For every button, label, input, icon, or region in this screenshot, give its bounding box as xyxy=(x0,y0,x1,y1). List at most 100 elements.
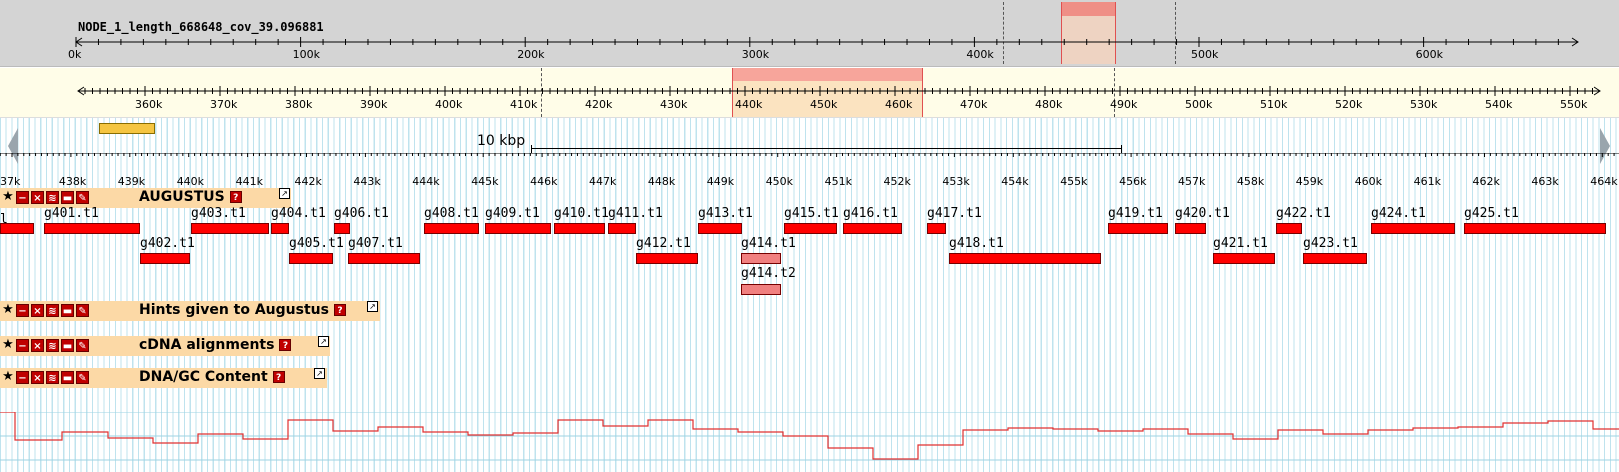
gene-label: g408.t1 xyxy=(424,206,479,221)
gene-feature[interactable] xyxy=(271,223,289,234)
overview-tick-label: 300k xyxy=(741,48,770,61)
save-icon[interactable]: ▬ xyxy=(61,339,74,352)
favorite-icon[interactable]: ★ xyxy=(2,189,14,204)
gene-feature[interactable] xyxy=(485,223,551,234)
help-icon[interactable]: ? xyxy=(333,304,346,316)
gene-feature[interactable] xyxy=(1464,223,1606,234)
overview-tick-label: 0k xyxy=(68,48,82,61)
detail-tick-label: 455k xyxy=(1060,175,1088,188)
overview-panel[interactable]: NODE_1_length_668648_cov_39.096881 0k 100… xyxy=(0,0,1619,67)
close-icon[interactable]: × xyxy=(31,191,44,204)
region-axis xyxy=(77,86,1601,96)
favorite-icon[interactable]: ★ xyxy=(2,337,14,352)
gene-label-partial: l xyxy=(0,212,8,227)
favorite-icon[interactable]: ★ xyxy=(2,302,14,317)
edit-icon[interactable]: ✎ xyxy=(76,339,89,352)
save-icon[interactable]: ▬ xyxy=(61,191,74,204)
gene-feature[interactable] xyxy=(1213,253,1275,264)
region-tick-label: 440k xyxy=(735,98,763,111)
region-tick-label: 480k xyxy=(1035,98,1063,111)
overview-tick-label: 100k xyxy=(292,48,320,61)
collapse-icon[interactable]: − xyxy=(16,371,29,384)
popout-icon[interactable]: ↗ xyxy=(279,188,290,199)
track-header-augustus[interactable]: ★ − × ≋ ▬ ✎ AUGUSTUS? ↗ xyxy=(0,188,291,208)
collapse-icon[interactable]: − xyxy=(16,191,29,204)
detail-tick-label: 444k xyxy=(412,175,440,188)
gene-feature[interactable] xyxy=(554,223,605,234)
popout-icon[interactable]: ↗ xyxy=(367,301,378,312)
edit-icon[interactable]: ✎ xyxy=(76,191,89,204)
gene-feature[interactable] xyxy=(741,253,781,264)
region-tick-label: 500k xyxy=(1185,98,1213,111)
region-view-right-marker xyxy=(1114,68,1115,117)
rss-icon[interactable]: ≋ xyxy=(46,339,59,352)
detail-tick-label: 458k xyxy=(1236,175,1265,188)
save-icon[interactable]: ▬ xyxy=(61,304,74,317)
gene-feature[interactable] xyxy=(698,223,742,234)
gene-feature[interactable] xyxy=(1276,223,1302,234)
region-panel[interactable]: 360k 370k 380k 390k 400k 410k 420k 430k 440k 450k… xyxy=(0,68,1619,118)
edit-icon[interactable]: ✎ xyxy=(76,371,89,384)
gene-label: g406.t1 xyxy=(334,206,389,221)
track-buttons: ★ − × ≋ ▬ ✎ xyxy=(2,302,89,317)
track-header-gc-content[interactable]: ★ − × ≋ ▬ ✎ DNA/GC Content? ↗ xyxy=(0,368,327,388)
detail-tick-label: 456k xyxy=(1119,175,1147,188)
edit-icon[interactable]: ✎ xyxy=(76,304,89,317)
region-tick-label: 360k xyxy=(135,98,163,111)
gene-feature[interactable] xyxy=(348,253,420,264)
region-tick-label: 530k xyxy=(1410,98,1438,111)
help-icon[interactable]: ? xyxy=(272,371,285,383)
scale-bar xyxy=(531,145,1122,153)
gene-feature[interactable] xyxy=(784,223,837,234)
favorite-icon[interactable]: ★ xyxy=(2,369,14,384)
gene-feature[interactable] xyxy=(1371,223,1455,234)
gene-feature[interactable] xyxy=(289,253,333,264)
detail-tick-label: 447k xyxy=(589,175,617,188)
gene-label: g417.t1 xyxy=(927,206,982,221)
save-icon[interactable]: ▬ xyxy=(61,371,74,384)
gene-feature[interactable] xyxy=(1108,223,1168,234)
help-icon[interactable]: ? xyxy=(229,191,242,203)
region-tick-label: 450k xyxy=(810,98,838,111)
rss-icon[interactable]: ≋ xyxy=(46,304,59,317)
scroll-right-arrow[interactable] xyxy=(1600,128,1610,164)
gene-label: g414.t1 xyxy=(741,236,796,251)
collapse-icon[interactable]: − xyxy=(16,304,29,317)
scroll-left-arrow[interactable] xyxy=(8,128,18,164)
overview-tick-label: 200k xyxy=(517,48,545,61)
gene-feature[interactable] xyxy=(1303,253,1367,264)
popout-icon[interactable]: ↗ xyxy=(318,336,329,347)
gene-feature[interactable] xyxy=(949,253,1101,264)
close-icon[interactable]: × xyxy=(31,371,44,384)
gene-label: g410.t1 xyxy=(554,206,609,221)
gene-feature[interactable] xyxy=(843,223,902,234)
rss-icon[interactable]: ≋ xyxy=(46,191,59,204)
track-name: Hints given to Augustus xyxy=(139,302,329,318)
gene-feature[interactable] xyxy=(741,284,781,295)
gene-feature[interactable] xyxy=(424,223,479,234)
help-icon[interactable]: ? xyxy=(279,339,292,351)
gene-feature[interactable] xyxy=(927,223,946,234)
gene-feature[interactable] xyxy=(191,223,269,234)
gene-feature[interactable] xyxy=(636,253,698,264)
ruler-widget[interactable] xyxy=(99,123,155,134)
gene-feature[interactable] xyxy=(140,253,190,264)
detail-tick-label: 438k xyxy=(58,175,87,188)
rss-icon[interactable]: ≋ xyxy=(46,371,59,384)
close-icon[interactable]: × xyxy=(31,304,44,317)
gene-feature[interactable] xyxy=(44,223,140,234)
gene-feature[interactable] xyxy=(1175,223,1206,234)
track-header-cdna[interactable]: ★ − × ≋ ▬ ✎ cDNA alignments? ↗ xyxy=(0,336,330,356)
detail-tick-label: 445k xyxy=(471,175,499,188)
detail-panel[interactable]: 10 kbp 37k 438k 439k 440k 441k 442k 443k 444k 44… xyxy=(0,118,1619,472)
track-header-hints[interactable]: ★ − × ≋ ▬ ✎ Hints given to Augustus? ↗ xyxy=(0,301,380,321)
detail-tick-label: 459k xyxy=(1295,175,1324,188)
overview-highlight[interactable] xyxy=(1061,2,1116,64)
gene-feature[interactable] xyxy=(608,223,636,234)
gene-feature-partial[interactable] xyxy=(0,223,34,234)
gene-feature[interactable] xyxy=(334,223,350,234)
collapse-icon[interactable]: − xyxy=(16,339,29,352)
close-icon[interactable]: × xyxy=(31,339,44,352)
popout-icon[interactable]: ↗ xyxy=(314,368,325,379)
region-tick-label: 540k xyxy=(1485,98,1513,111)
